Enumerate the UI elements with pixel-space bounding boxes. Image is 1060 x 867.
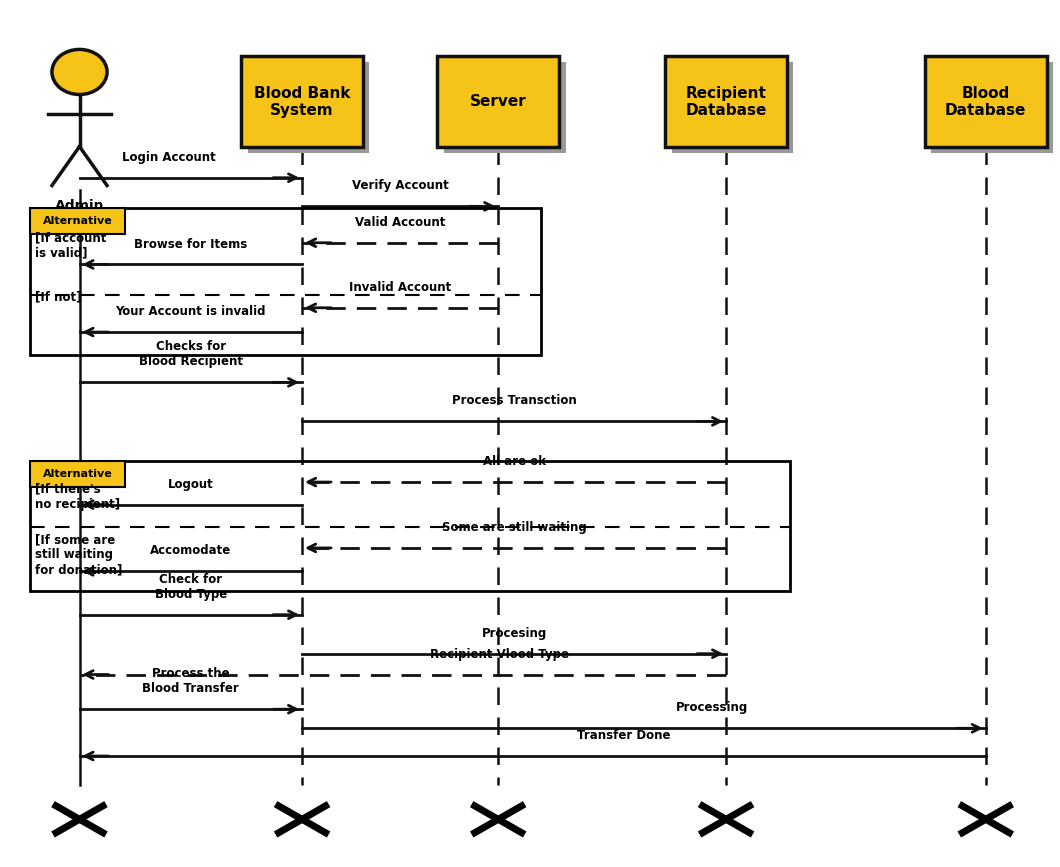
Text: All are ok: All are ok [482,455,546,468]
Text: [If there's
no recipient]: [If there's no recipient] [35,483,120,511]
Bar [672,62,793,153]
Bar [247,62,369,153]
Text: Admin: Admin [55,199,104,212]
Text: [If some are
still waiting
for donation]: [If some are still waiting for donation] [35,533,122,577]
Text: Some are still waiting: Some are still waiting [442,521,586,534]
Text: Alternative: Alternative [42,469,112,479]
Text: Logout: Logout [167,478,214,491]
Bar [924,56,1047,147]
Text: Login Account: Login Account [122,151,215,164]
Text: Check for
Blood Type: Check for Blood Type [155,573,227,601]
Bar [30,208,541,355]
Bar [932,62,1054,153]
Bar [666,56,787,147]
Text: Checks for
Blood Recipient: Checks for Blood Recipient [139,341,243,368]
Text: Invalid Account: Invalid Account [349,281,452,294]
Bar [30,208,125,234]
Text: Recipient
Database: Recipient Database [686,86,766,118]
Bar [437,56,560,147]
Text: Process the
Blood Transfer: Process the Blood Transfer [142,668,240,695]
Text: Your Account is invalid: Your Account is invalid [116,305,266,318]
Text: Procesing: Procesing [481,627,547,640]
Text: Process Transction: Process Transction [452,394,577,407]
Bar [30,461,790,591]
Bar [241,56,363,147]
Text: Blood Bank
System: Blood Bank System [253,86,351,118]
Text: [If account
is valid]: [If account is valid] [35,231,106,259]
Text: Server: Server [470,95,527,109]
Text: Browse for Items: Browse for Items [135,238,247,251]
Text: Accomodate: Accomodate [151,544,231,557]
Text: Processing: Processing [676,701,748,714]
Text: Alternative: Alternative [42,216,112,226]
Text: Blood
Database: Blood Database [946,86,1026,118]
Bar [30,461,125,487]
Text: Verify Account: Verify Account [352,179,448,192]
Circle shape [52,49,107,95]
Text: Recipient Vlood Type: Recipient Vlood Type [430,648,569,661]
Text: Transfer Done: Transfer Done [577,729,670,742]
Bar [443,62,566,153]
Text: [If not]: [If not] [35,290,82,303]
Text: Valid Account: Valid Account [355,216,445,229]
